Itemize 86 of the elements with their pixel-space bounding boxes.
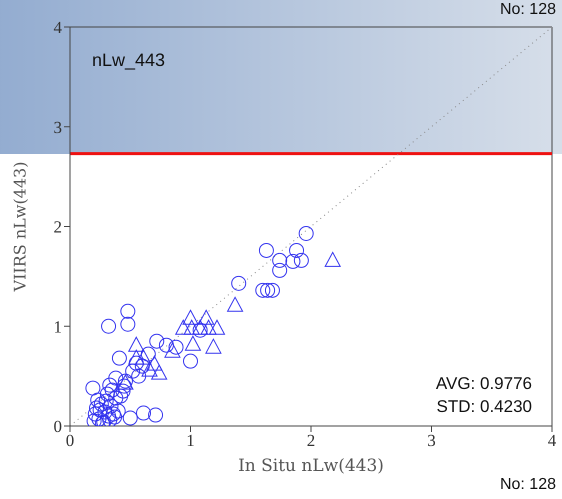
point — [128, 356, 144, 371]
y-tick-label: 3 — [54, 118, 62, 137]
point — [110, 404, 126, 419]
point — [182, 310, 198, 325]
point — [104, 382, 120, 398]
point — [198, 310, 214, 325]
point — [200, 320, 217, 335]
point — [91, 412, 106, 426]
point — [128, 336, 144, 352]
point — [168, 340, 184, 355]
point — [128, 350, 144, 365]
y-tick-label: 0 — [54, 417, 62, 436]
point — [90, 392, 106, 408]
annotation: AVG: 0.9776 — [436, 374, 532, 394]
point — [192, 322, 208, 338]
annotation: nLw_443 — [92, 50, 166, 71]
point — [205, 338, 222, 354]
point — [120, 316, 136, 332]
point — [108, 390, 124, 406]
point — [131, 368, 146, 384]
point — [102, 412, 118, 426]
point — [294, 252, 309, 268]
point — [108, 370, 124, 386]
point — [183, 354, 198, 369]
point — [184, 320, 200, 335]
x-tick-label: 3 — [427, 431, 436, 450]
point — [151, 364, 168, 380]
y-tick-label: 1 — [54, 317, 62, 336]
point — [272, 252, 288, 268]
point — [116, 378, 132, 394]
point — [102, 378, 118, 393]
point — [260, 282, 276, 298]
point — [89, 400, 104, 416]
point — [134, 358, 150, 374]
point — [107, 410, 122, 425]
point — [92, 402, 108, 418]
x-axis-title: In Situ nLw(443) — [238, 456, 384, 476]
point — [98, 394, 114, 409]
point — [298, 226, 314, 241]
point — [148, 408, 164, 423]
point — [272, 262, 288, 278]
text: No: 128 — [500, 1, 556, 19]
point — [324, 252, 341, 267]
point — [100, 386, 115, 402]
annotation: STD: 0.4230 — [436, 397, 532, 417]
point — [94, 396, 109, 412]
x-tick-label: 1 — [186, 431, 195, 450]
point — [258, 242, 274, 258]
point — [264, 282, 280, 298]
point — [85, 380, 100, 396]
point — [175, 320, 192, 335]
x-tick-label: 2 — [306, 431, 316, 450]
point — [231, 276, 246, 291]
point — [289, 242, 304, 258]
text: No: 128 — [500, 476, 556, 494]
x-tick-label: 0 — [66, 431, 74, 450]
x-tick-label: 4 — [548, 431, 557, 450]
point — [140, 346, 156, 362]
point — [209, 320, 226, 335]
point — [103, 398, 118, 414]
point — [116, 384, 131, 399]
point — [120, 304, 136, 319]
y-axis-title: VIIRS nLw(443) — [10, 162, 30, 292]
point — [97, 404, 112, 420]
point — [164, 342, 180, 358]
point — [149, 334, 164, 349]
point — [285, 254, 300, 269]
point — [136, 406, 152, 421]
point — [101, 408, 116, 424]
point — [101, 318, 116, 334]
point — [136, 350, 152, 365]
point — [158, 338, 174, 353]
point — [88, 406, 103, 422]
point — [184, 336, 201, 351]
point — [125, 364, 140, 379]
point — [146, 356, 162, 371]
y-tick-label: 2 — [54, 218, 62, 237]
point — [142, 362, 158, 377]
point — [227, 296, 244, 312]
point — [255, 282, 270, 298]
point — [113, 388, 128, 404]
point — [106, 406, 121, 422]
y-tick-label: 4 — [54, 18, 62, 38]
point — [192, 320, 208, 335]
point — [122, 410, 138, 426]
point — [112, 350, 127, 366]
